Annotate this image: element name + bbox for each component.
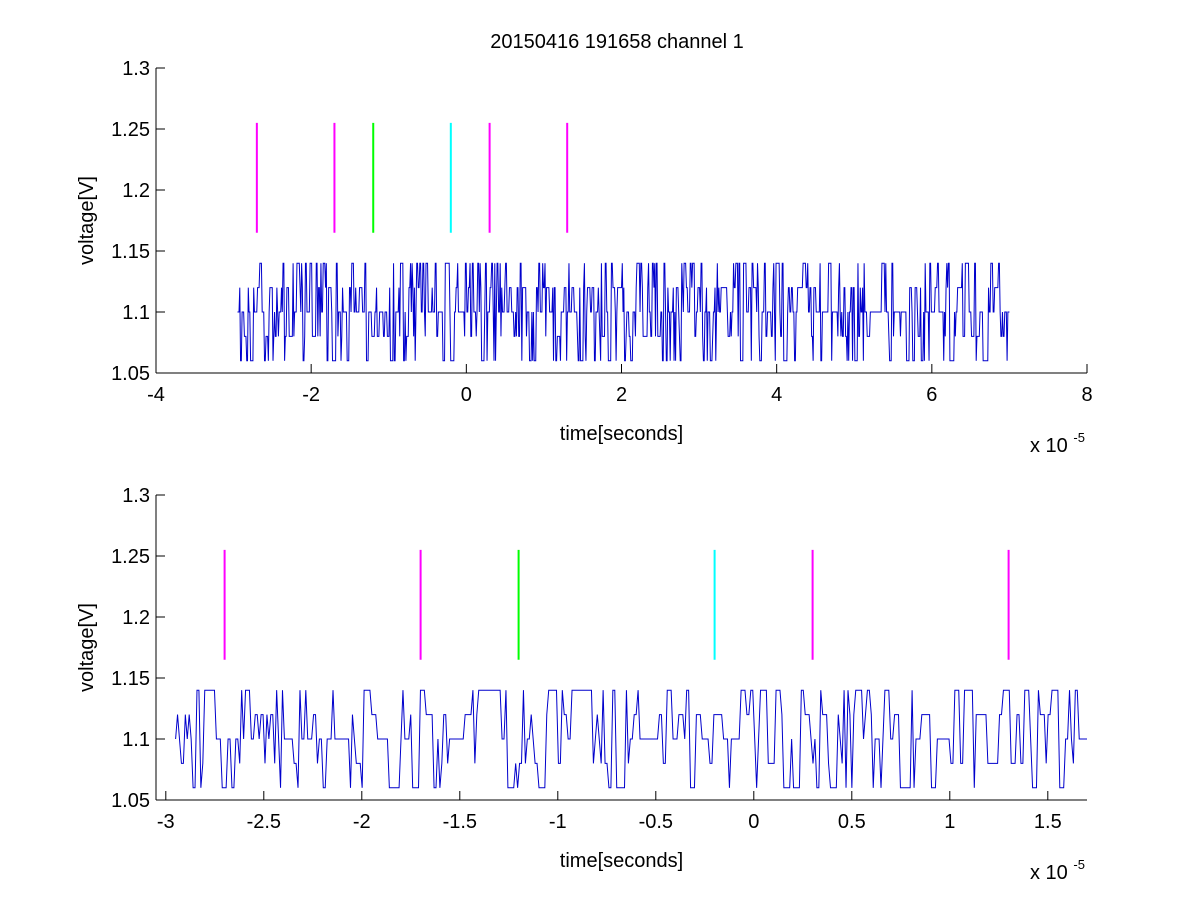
bottom-y-tick-label: 1.2 [122, 607, 150, 629]
bottom-x-exponent-base: x 10 [1030, 862, 1068, 884]
bottom-y-tick-label: 1.05 [111, 790, 150, 812]
bottom-y-tick-label: 1.25 [111, 546, 150, 568]
bottom-x-tick-label: 1 [944, 811, 955, 833]
top-x-tick-label: 4 [771, 384, 782, 406]
top-x-ticks: -4 -2 0 2 4 6 8 [147, 364, 1093, 406]
top-axes: -4 -2 0 2 4 6 8 1.05 1.1 1.15 1.2 1.25 1.3 [111, 58, 1093, 406]
bottom-x-tick-label: 0.5 [838, 811, 866, 833]
top-x-tick-label: 8 [1081, 384, 1092, 406]
bottom-y-axis-label: voltage[V] [76, 603, 98, 692]
top-x-tick-label: 0 [461, 384, 472, 406]
top-y-tick-label: 1.2 [122, 180, 150, 202]
top-y-tick-label: 1.25 [111, 119, 150, 141]
bottom-x-tick-label: -1 [549, 811, 567, 833]
top-y-tick-label: 1.1 [122, 302, 150, 324]
chart-title: 20150416 191658 channel 1 [490, 31, 744, 53]
bottom-axes: -3 -2.5 -2 -1.5 -1 -0.5 0 0.5 1 1.5 1.051.11.151.… [111, 485, 1087, 833]
bottom-x-exponent-power: -5 [1073, 857, 1085, 872]
bottom-x-axis-label: time[seconds] [560, 850, 683, 872]
top-markers-group [255, 122, 569, 233]
top-y-tick-label: 1.3 [122, 58, 150, 80]
top-x-tick-label: 2 [616, 384, 627, 406]
bottom-x-tick-label: -3 [157, 811, 175, 833]
top-subplot: -4 -2 0 2 4 6 8 1.05 1.1 1.15 1.2 1.25 1.3 time[sec… [76, 58, 1093, 457]
top-y-tick-label: 1.05 [111, 363, 150, 385]
top-x-exponent-label: x 10 -5 [1030, 430, 1085, 457]
bottom-x-tick-label: 0 [748, 811, 759, 833]
top-x-exponent-base: x 10 [1030, 435, 1068, 457]
bottom-x-tick-label: -1.5 [443, 811, 477, 833]
top-x-axis-label: time[seconds] [560, 423, 683, 445]
bottom-x-tick-label: -2 [353, 811, 371, 833]
top-y-tick-label: 1.15 [111, 241, 150, 263]
bottom-subplot: -3 -2.5 -2 -1.5 -1 -0.5 0 0.5 1 1.5 1.051.11.151.… [76, 485, 1087, 884]
bottom-y-tick-label: 1.1 [122, 729, 150, 751]
bottom-voltage-trace [175, 689, 1087, 789]
top-y-axis-label: voltage[V] [76, 176, 98, 265]
bottom-series-group [175, 689, 1087, 789]
bottom-x-tick-label: -0.5 [639, 811, 673, 833]
top-x-exponent-power: -5 [1073, 430, 1085, 445]
bottom-x-tick-label: -2.5 [247, 811, 281, 833]
bottom-markers-group [223, 549, 1010, 660]
top-x-tick-label: -2 [302, 384, 320, 406]
bottom-y-tick-label: 1.15 [111, 668, 150, 690]
top-voltage-trace [237, 262, 1010, 362]
bottom-x-ticks: -3 -2.5 -2 -1.5 -1 -0.5 0 0.5 1 1.5 [157, 791, 1062, 833]
top-series-group [237, 262, 1010, 362]
top-x-tick-label: -4 [147, 384, 165, 406]
bottom-x-tick-label: 1.5 [1034, 811, 1062, 833]
top-y-ticks: 1.05 1.1 1.15 1.2 1.25 1.3 [111, 58, 165, 385]
bottom-y-ticks: 1.05 1.1 1.15 1.2 1.25 1.3 [111, 485, 165, 812]
top-x-tick-label: 6 [926, 384, 937, 406]
bottom-x-exponent-label: x 10 -5 [1030, 857, 1085, 884]
bottom-y-tick-label: 1.3 [122, 485, 150, 507]
